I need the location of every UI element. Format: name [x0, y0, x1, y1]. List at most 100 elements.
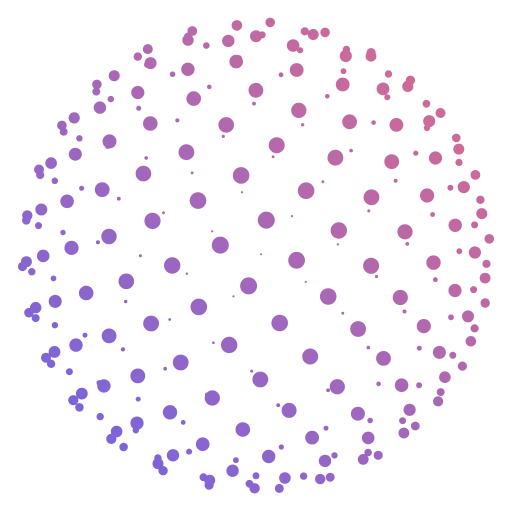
sphere-dot [449, 351, 457, 359]
sphere-dot [320, 27, 330, 38]
sphere-dot [376, 82, 390, 96]
sphere-dot [203, 42, 210, 49]
sphere-dot [190, 298, 208, 316]
sphere-dot [248, 82, 264, 98]
sphere-dot [376, 381, 381, 387]
sphere-dot [133, 52, 142, 61]
sphere-dot [172, 354, 189, 371]
sphere-dot [399, 417, 407, 425]
sphere-dot [178, 144, 195, 161]
sphere-dot [291, 102, 307, 118]
sphere-dot [102, 134, 117, 149]
sphere-dot [144, 57, 157, 70]
sphere-dot [257, 211, 275, 229]
sphere-dot [130, 368, 146, 384]
sphere-dot [36, 249, 50, 263]
sphere-dot [101, 228, 117, 245]
sphere-dot [110, 425, 123, 438]
sphere-dot [250, 369, 254, 373]
sphere-dot [144, 212, 161, 229]
sphere-dot [195, 437, 210, 452]
sphere-dot [79, 185, 85, 191]
sphere-dot [82, 332, 88, 338]
sphere-dot [182, 34, 194, 46]
sphere-dot [318, 454, 332, 468]
sphere-dot [456, 248, 463, 255]
sphere-dot [212, 341, 215, 345]
sphere-dot [319, 288, 337, 305]
sphere-dot [276, 403, 281, 408]
sphere-dot [297, 182, 315, 199]
sphere-dot [336, 243, 340, 246]
sphere-dot [374, 274, 379, 279]
sphere-dot [31, 314, 40, 323]
sphere-dot [136, 105, 142, 111]
sphere-dot [357, 454, 369, 465]
sphere-dot [373, 450, 383, 460]
sphere-dot [299, 472, 308, 480]
sphere-dot [367, 209, 371, 213]
sphere-dot [211, 230, 214, 233]
sphere-dot [69, 338, 83, 352]
sphere-dot [366, 345, 371, 350]
sphere-dot [476, 195, 485, 204]
sphere-dot [204, 390, 220, 406]
sphere-dot [30, 301, 42, 314]
sphere-dot [97, 379, 111, 393]
sphere-dot [350, 406, 365, 421]
sphere-dot [124, 299, 128, 304]
sphere-dot [143, 116, 158, 131]
sphere-dot [207, 84, 212, 90]
sphere-dot [20, 256, 32, 268]
sphere-dot [371, 120, 376, 125]
sphere-dot [34, 164, 44, 175]
sphere-dot [384, 154, 400, 170]
sphere-dot [65, 368, 73, 376]
sphere-dot [268, 137, 285, 154]
sphere-dot [384, 94, 391, 101]
sphere-dot [260, 253, 262, 256]
sphere-dot [164, 257, 181, 274]
sphere-dot [281, 402, 297, 418]
sphere-dot [455, 158, 463, 166]
sphere-dot [235, 422, 251, 437]
sphere-dot [175, 118, 180, 123]
sphere-dot [68, 395, 79, 406]
sphere-dot [265, 17, 276, 28]
sphere-dot [118, 273, 135, 290]
sphere-dot [342, 114, 357, 130]
sphere-dot [94, 182, 110, 198]
sphere-dot [68, 112, 80, 124]
sphere-dot [262, 449, 276, 464]
sphere-dot [163, 366, 167, 371]
sphere-dot [484, 234, 495, 244]
sphere-dot [471, 221, 479, 229]
sphere-dot [135, 396, 141, 402]
sphere-dot [376, 351, 391, 366]
sphere-dot [470, 286, 478, 294]
sphere-dot [430, 212, 435, 217]
sphere-dot [457, 181, 470, 194]
sphere-dot [204, 474, 216, 486]
sphere-dot [307, 29, 319, 40]
sphere-dot [329, 379, 345, 395]
sphere-dot [68, 147, 82, 161]
sphere-dot [116, 196, 121, 201]
sphere-dot [92, 87, 101, 96]
sphere-dot [22, 210, 33, 221]
sphere-dot [384, 70, 393, 78]
sphere-dot [64, 240, 79, 255]
sphere-dot [331, 452, 338, 459]
sphere-dot [51, 177, 59, 185]
sphere-dot [142, 44, 153, 55]
sphere-dot [60, 194, 74, 209]
sphere-dot [327, 149, 344, 166]
sphere-dot [169, 71, 176, 77]
sphere-dot [181, 62, 195, 76]
sphere-dot [482, 259, 491, 268]
sphere-dot [420, 188, 435, 203]
sphere-dot [428, 151, 443, 165]
sphere-dot [249, 483, 260, 494]
